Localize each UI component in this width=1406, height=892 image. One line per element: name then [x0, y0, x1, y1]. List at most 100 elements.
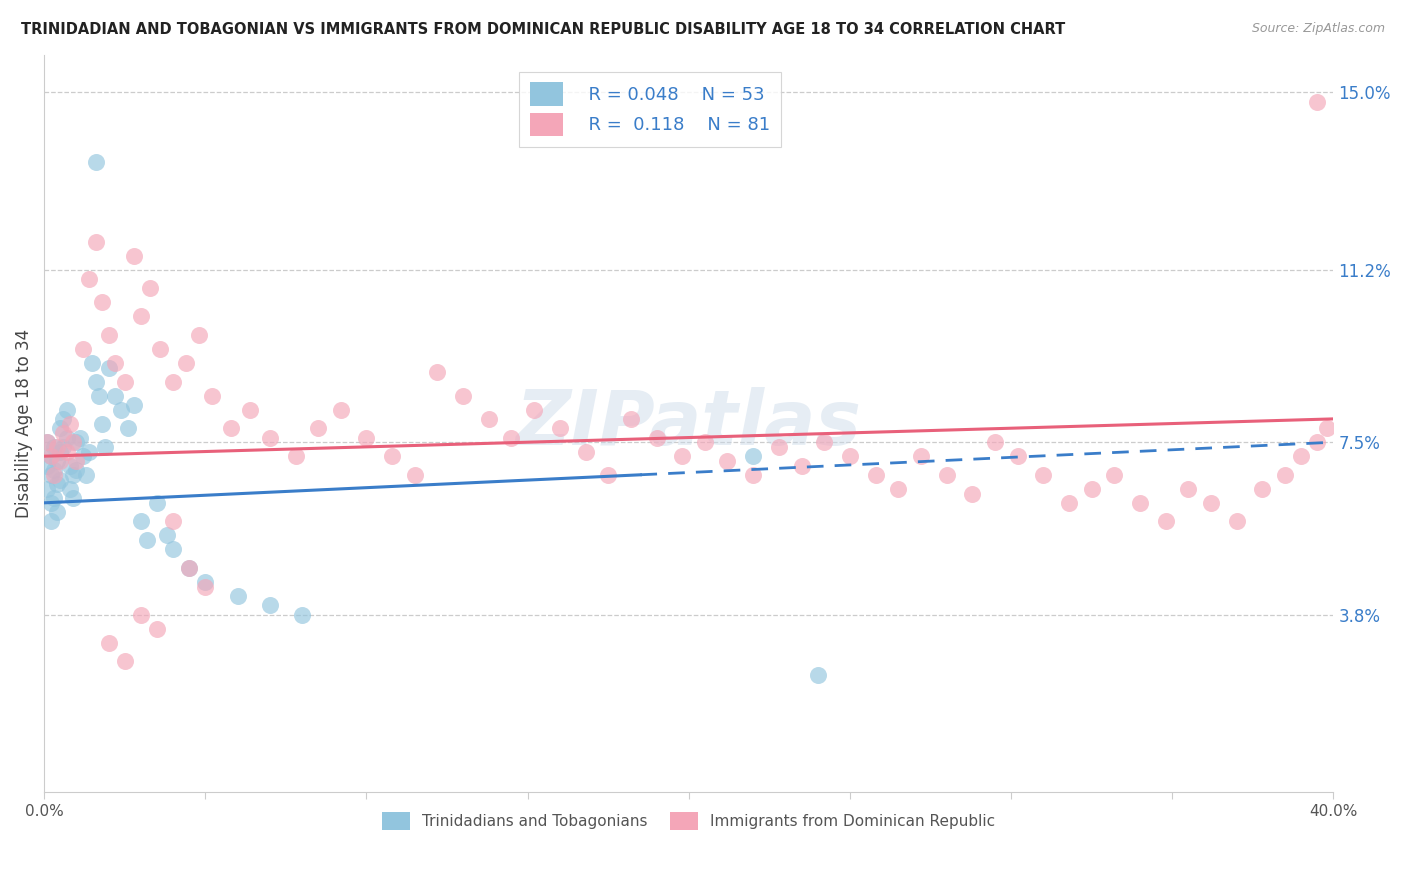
Point: [97, 360, 120, 375]
Point: [49, 444, 72, 458]
Point: [865, 467, 887, 482]
Point: [146, 496, 169, 510]
Point: [65, 454, 87, 468]
Point: [716, 454, 738, 468]
Point: [94, 440, 117, 454]
Point: [1306, 95, 1329, 109]
Point: [69, 431, 91, 445]
Point: [671, 449, 693, 463]
Point: [693, 435, 716, 450]
Point: [110, 402, 132, 417]
Point: [226, 589, 249, 603]
Point: [219, 421, 242, 435]
Point: [645, 431, 668, 445]
Point: [39, 449, 62, 463]
Point: [887, 482, 910, 496]
Point: [62, 467, 84, 482]
Point: [65, 435, 87, 450]
Point: [478, 412, 501, 426]
Point: [65, 463, 87, 477]
Point: [155, 528, 177, 542]
Point: [87, 388, 110, 402]
Point: [1177, 482, 1199, 496]
Point: [1007, 449, 1029, 463]
Y-axis label: Disability Age 18 to 34: Disability Age 18 to 34: [15, 329, 32, 518]
Point: [598, 467, 620, 482]
Point: [52, 425, 75, 440]
Point: [117, 421, 139, 435]
Point: [82, 356, 104, 370]
Point: [1129, 496, 1152, 510]
Point: [39, 496, 62, 510]
Point: [807, 668, 830, 682]
Point: [284, 449, 307, 463]
Point: [84, 155, 107, 169]
Point: [62, 491, 84, 505]
Point: [404, 467, 426, 482]
Point: [59, 458, 82, 473]
Point: [426, 365, 449, 379]
Point: [768, 440, 790, 454]
Point: [1274, 467, 1296, 482]
Point: [790, 458, 813, 473]
Point: [179, 561, 201, 575]
Point: [1199, 496, 1222, 510]
Point: [72, 342, 94, 356]
Point: [42, 440, 65, 454]
Point: [356, 431, 378, 445]
Point: [39, 449, 62, 463]
Point: [37, 435, 59, 450]
Point: [1316, 421, 1339, 435]
Point: [77, 444, 100, 458]
Point: [146, 622, 169, 636]
Point: [239, 402, 262, 417]
Text: ZIPatlas: ZIPatlas: [516, 386, 862, 460]
Point: [1226, 515, 1249, 529]
Point: [1289, 449, 1312, 463]
Point: [37, 458, 59, 473]
Point: [291, 607, 314, 622]
Point: [194, 575, 217, 590]
Point: [104, 356, 127, 370]
Point: [910, 449, 932, 463]
Point: [1057, 496, 1080, 510]
Point: [55, 444, 77, 458]
Point: [742, 449, 765, 463]
Point: [62, 435, 84, 450]
Point: [1306, 435, 1329, 450]
Point: [114, 654, 136, 668]
Point: [75, 467, 97, 482]
Point: [307, 421, 329, 435]
Point: [77, 272, 100, 286]
Point: [46, 505, 69, 519]
Point: [59, 417, 82, 431]
Point: [129, 310, 152, 324]
Point: [162, 375, 184, 389]
Point: [91, 295, 114, 310]
Point: [838, 449, 860, 463]
Text: Source: ZipAtlas.com: Source: ZipAtlas.com: [1251, 22, 1385, 36]
Point: [37, 482, 59, 496]
Point: [49, 454, 72, 468]
Point: [55, 431, 77, 445]
Point: [813, 435, 835, 450]
Point: [52, 412, 75, 426]
Point: [124, 249, 146, 263]
Point: [72, 449, 94, 463]
Point: [46, 477, 69, 491]
Point: [97, 327, 120, 342]
Point: [42, 467, 65, 482]
Legend: Trinidadians and Tobagonians, Immigrants from Dominican Republic: Trinidadians and Tobagonians, Immigrants…: [377, 806, 1001, 836]
Point: [139, 281, 162, 295]
Point: [84, 235, 107, 249]
Point: [39, 515, 62, 529]
Point: [97, 636, 120, 650]
Point: [49, 421, 72, 435]
Point: [329, 402, 352, 417]
Point: [548, 421, 571, 435]
Point: [1080, 482, 1102, 496]
Point: [42, 491, 65, 505]
Point: [742, 467, 765, 482]
Point: [46, 454, 69, 468]
Point: [194, 580, 217, 594]
